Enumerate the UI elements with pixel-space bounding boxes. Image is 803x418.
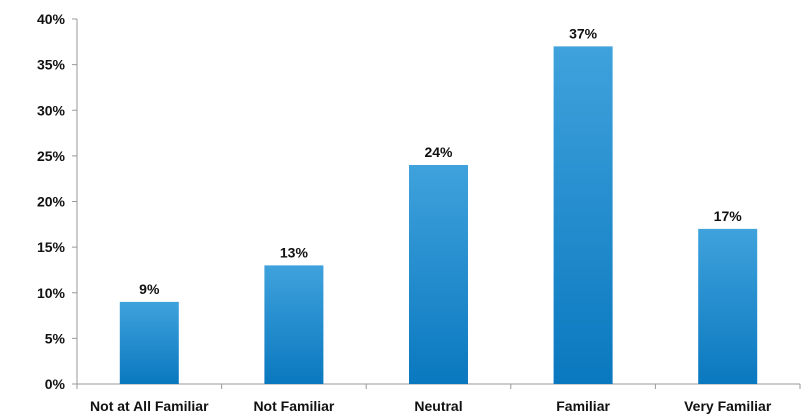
bar bbox=[698, 228, 758, 384]
bar-value-label: 17% bbox=[714, 208, 743, 224]
category-label: Not Familiar bbox=[253, 398, 334, 414]
bars bbox=[119, 46, 758, 384]
y-tick-label: 10% bbox=[37, 285, 66, 301]
bar bbox=[264, 265, 324, 384]
bar bbox=[119, 301, 179, 384]
bar-value-label: 37% bbox=[569, 25, 598, 41]
y-tick-label: 30% bbox=[37, 102, 66, 118]
y-tick-label: 5% bbox=[45, 330, 66, 346]
category-label: Neutral bbox=[414, 398, 462, 414]
data-labels: 9% 13% 24% 37% 17% bbox=[139, 25, 742, 297]
category-label: Familiar bbox=[556, 398, 610, 414]
bar bbox=[553, 46, 613, 384]
bar bbox=[409, 165, 468, 384]
bar-value-label: 24% bbox=[424, 144, 453, 160]
y-axis: 0% 5% 10% 15% 20% 25% 30% 35% 40% bbox=[37, 11, 78, 392]
y-tick-label: 25% bbox=[37, 148, 66, 164]
category-label: Not at All Familiar bbox=[90, 398, 209, 414]
y-tick-label: 15% bbox=[37, 239, 66, 255]
y-tick-label: 20% bbox=[37, 194, 66, 210]
y-tick-label: 40% bbox=[37, 11, 66, 27]
category-label: Very Familiar bbox=[684, 398, 772, 414]
x-axis: Not at All Familiar Not Familiar Neutral Fa… bbox=[76, 383, 801, 414]
y-tick-label: 0% bbox=[45, 376, 66, 392]
bar-value-label: 13% bbox=[280, 244, 309, 260]
bar-value-label: 9% bbox=[139, 281, 160, 297]
y-tick-label: 35% bbox=[37, 57, 66, 73]
